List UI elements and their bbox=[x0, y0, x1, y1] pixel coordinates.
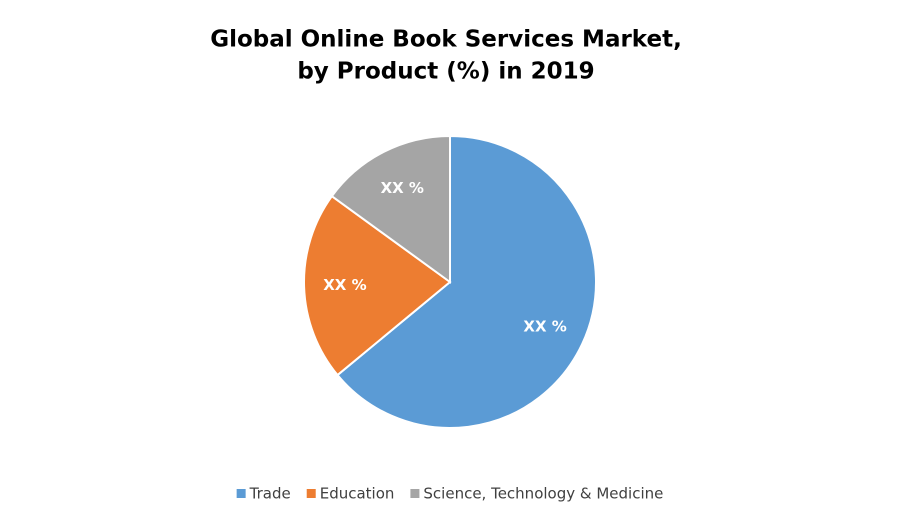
pie-slice bbox=[336, 134, 597, 429]
value-label: XX % bbox=[323, 276, 366, 294]
value-label: XX % bbox=[381, 179, 424, 197]
chart-title: Global Online Book Services Market, bbox=[210, 27, 682, 53]
pie-slice bbox=[330, 134, 451, 284]
pie-slice bbox=[303, 194, 452, 377]
legend-label: Education bbox=[320, 485, 395, 503]
legend-label: Science, Technology & Medicine bbox=[423, 485, 663, 503]
legend-label: Trade bbox=[249, 485, 291, 503]
legend-swatch bbox=[306, 489, 316, 498]
chart-subtitle: by Product (%) in 2019 bbox=[297, 59, 594, 85]
value-label: XX % bbox=[523, 317, 566, 335]
legend-swatch bbox=[236, 489, 246, 498]
legend-swatch bbox=[410, 489, 420, 498]
